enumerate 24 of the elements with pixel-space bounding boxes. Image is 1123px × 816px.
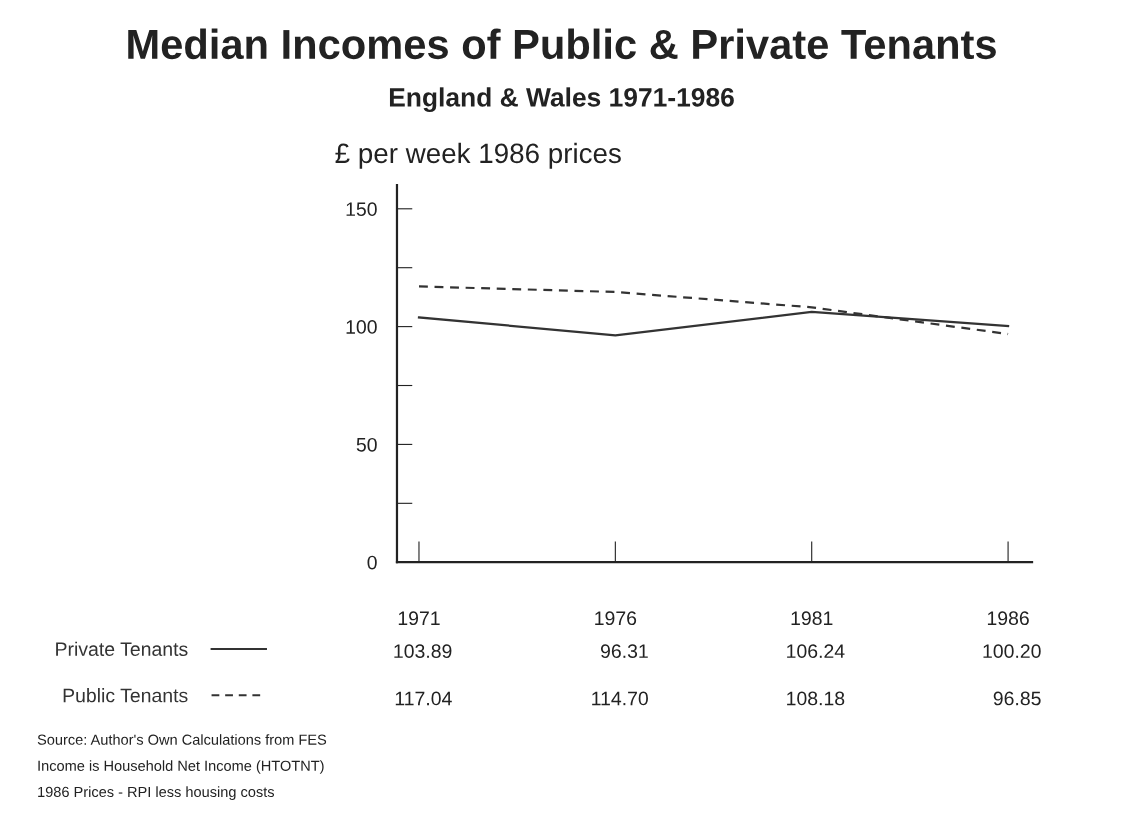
source-note: Source: Author's Own Calculations from FES bbox=[37, 734, 327, 745]
y-axis-title: £ per week 1986 prices bbox=[335, 142, 621, 169]
text: Income is Household Net Income (HTOTNT) bbox=[38, 760, 324, 774]
data-label: 100.20 bbox=[983, 644, 1041, 659]
data-label: 108.18 bbox=[787, 691, 845, 706]
data-label: 106.24 bbox=[787, 644, 845, 659]
y-tick-label: 100 bbox=[346, 320, 377, 334]
data-label: 96.85 bbox=[993, 691, 1041, 706]
data-label: 96.31 bbox=[600, 644, 648, 659]
chart-title: Median Incomes of Public & Private Tenants bbox=[128, 28, 996, 60]
y-tick-label: 50 bbox=[356, 437, 377, 452]
text: 1986 Prices - RPI less housing costs bbox=[38, 786, 275, 800]
x-tick-label: 1986 bbox=[987, 611, 1029, 626]
x-tick-label: 1981 bbox=[791, 611, 833, 626]
data-label: 117.04 bbox=[395, 691, 452, 706]
x-tick-label: 1976 bbox=[595, 611, 637, 626]
data-label: 103.89 bbox=[394, 644, 452, 659]
x-tick-label: 1971 bbox=[398, 611, 440, 626]
legend-label: Public Tenants bbox=[63, 688, 188, 703]
y-tick-label: 150 bbox=[346, 202, 377, 217]
data-label: 114.70 bbox=[592, 691, 648, 706]
chart-subtitle: England & Wales 1971-1986 bbox=[389, 87, 734, 113]
y-tick-label: 0 bbox=[367, 555, 377, 570]
legend-label: Private Tenants bbox=[56, 641, 188, 657]
